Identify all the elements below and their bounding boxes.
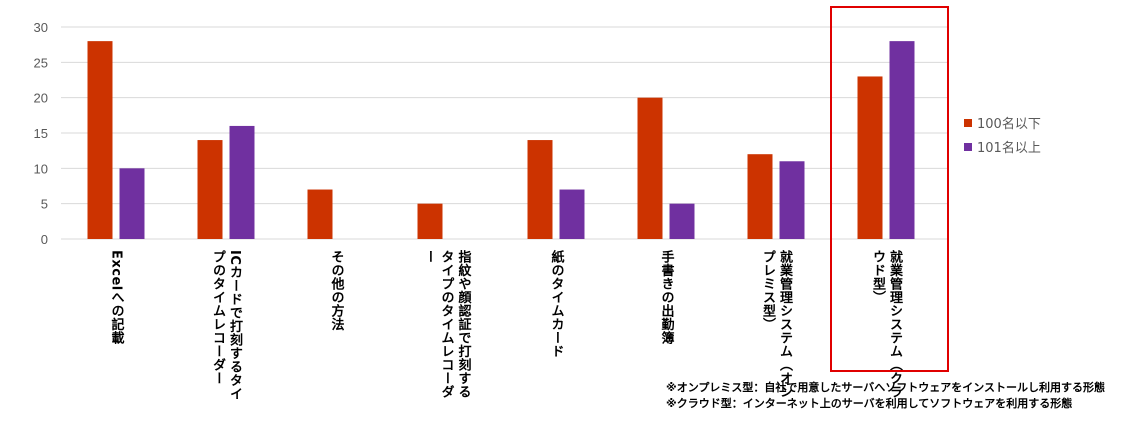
footnote-cloud: ※クラウド型：インターネット上のサーバを利用してソフトウェアを利用する形態 [666,397,1073,410]
x-tick-label: 紙のタイムカード [548,250,564,358]
highlight-box [830,6,949,372]
bar-100-or-less [637,97,663,240]
y-tick-label: 10 [34,161,48,176]
y-tick-label: 0 [41,232,48,247]
bar-100-or-less [747,154,773,239]
bar-101-or-more [779,161,805,239]
x-tick-label: 就業管理システム（クラウド型） [870,250,902,399]
bar-100-or-less [857,76,883,239]
x-tick-label: ICカードで打刻するタイプのタイムレコーダー [210,250,242,401]
bar-100-or-less [87,41,113,240]
bar-101-or-more [559,189,585,239]
x-tick-label: 就業管理システム（オンプレミス型） [760,250,792,399]
x-tick-label: Excelへの記載 [108,250,124,345]
y-tick-label: 25 [34,55,48,70]
bar-100-or-less [527,140,553,239]
y-tick-label: 15 [34,126,48,141]
y-tick-label: 20 [34,91,48,106]
footnote-on-premise: ※オンプレミス型：自社で用意したサーバへソフトウェアをインストールし利用する形態 [666,381,1106,394]
footnotes: ※オンプレミス型：自社で用意したサーバへソフトウェアをインストールし利用する形態… [666,380,1105,412]
bar-100-or-less [417,203,443,239]
legend-label: 101名以上 [977,141,1041,156]
legend-item-100-or-less: 100名以下 [964,113,1041,132]
bar-100-or-less [307,189,333,239]
legend-label: 100名以下 [977,117,1041,132]
legend-swatch [964,142,972,151]
bar-100-or-less [197,140,223,239]
bar-101-or-more [229,125,255,239]
x-tick-label: その他の方法 [328,250,344,331]
x-tick-label: 手書きの出勤簿 [658,250,674,345]
bar-101-or-more [669,203,695,239]
bar-101-or-more [889,41,915,240]
y-tick-label: 30 [34,20,48,35]
x-tick-label: 指紋や顔認証で打刻するタイプのタイムレコーダー [421,250,471,399]
legend-swatch [964,118,972,127]
legend-item-101-or-more: 101名以上 [964,137,1041,156]
y-tick-label: 5 [41,197,48,212]
bar-101-or-more [119,168,145,239]
